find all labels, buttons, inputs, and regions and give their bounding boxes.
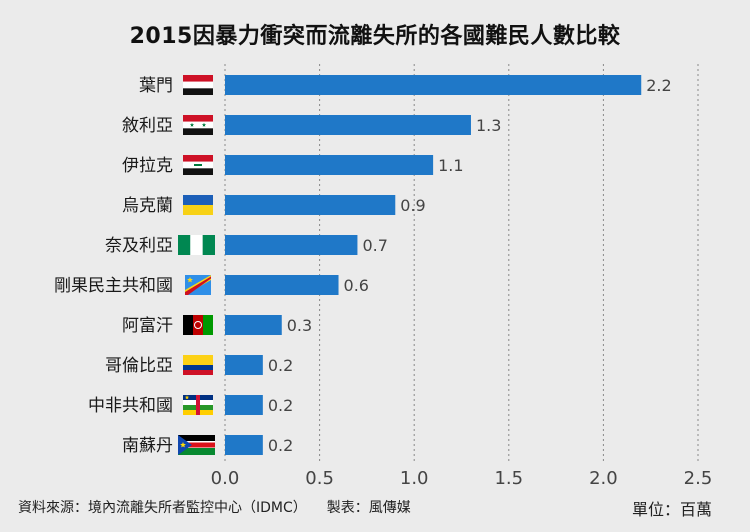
- south-sudan-flag-icon: [178, 435, 215, 455]
- data-label: 0.9: [400, 196, 425, 215]
- data-label: 0.2: [268, 356, 293, 375]
- category-label: 烏克蘭: [122, 196, 173, 216]
- data-label: 0.3: [287, 316, 312, 335]
- category-label: 伊拉克: [122, 156, 173, 176]
- footer-source: 資料來源：境內流離失所者監控中心（IDMC） 製表：風傳媒: [18, 497, 411, 517]
- x-tick-label: 0.5: [305, 468, 334, 489]
- car-flag-icon: [183, 395, 213, 415]
- afghanistan-flag-icon: [183, 315, 213, 335]
- x-axis: 0.0 0.5 1.0 1.5 2.0 2.5: [211, 468, 713, 489]
- x-tick-label: 1.0: [400, 468, 429, 489]
- labels: 2.2 葉門 1.3 敘利亞 1.1 伊拉克 0.9 烏克蘭 0.7 奈及利亞 0.6 剛果民主共和國…: [54, 76, 672, 456]
- data-label: 1.3: [476, 116, 501, 135]
- bar: [225, 75, 642, 95]
- x-tick-label: 1.5: [494, 468, 523, 489]
- bar: [225, 235, 358, 255]
- syria-flag-icon: [183, 115, 213, 135]
- x-tick-label: 2.5: [684, 468, 713, 489]
- category-label: 阿富汗: [122, 316, 173, 336]
- ukraine-flag-icon: [183, 195, 213, 215]
- bars: [225, 75, 642, 455]
- maker-text: 製表：風傳媒: [326, 500, 411, 516]
- x-tick-label: 2.0: [589, 468, 618, 489]
- bar: [225, 435, 263, 455]
- bar: [225, 275, 339, 295]
- bar: [225, 115, 471, 135]
- data-label: 0.7: [362, 236, 387, 255]
- category-label: 敘利亞: [122, 116, 173, 136]
- bar: [225, 315, 282, 335]
- source-text: 資料來源：境內流離失所者監控中心（IDMC）: [18, 500, 307, 516]
- unit-text: 單位：百萬: [631, 500, 712, 519]
- data-label: 0.2: [268, 396, 293, 415]
- iraq-flag-icon: [183, 155, 213, 175]
- data-label: 0.2: [268, 436, 293, 455]
- bar: [225, 395, 263, 415]
- yemen-flag-icon: [183, 75, 213, 95]
- data-label: 0.6: [344, 276, 369, 295]
- bar: [225, 355, 263, 375]
- category-label: 中非共和國: [88, 396, 173, 416]
- category-label: 南蘇丹: [122, 436, 173, 456]
- category-label: 葉門: [139, 76, 173, 96]
- category-label: 哥倫比亞: [105, 356, 173, 376]
- data-label: 1.1: [438, 156, 463, 175]
- category-label: 奈及利亞: [105, 236, 173, 256]
- x-tick-label: 0.0: [211, 468, 240, 489]
- category-label: 剛果民主共和國: [54, 276, 173, 296]
- flags: [178, 75, 215, 455]
- colombia-flag-icon: [183, 355, 213, 375]
- drc-flag-icon: [185, 275, 211, 295]
- bar: [225, 155, 434, 175]
- bar: [225, 195, 396, 215]
- chart-title: 2015因暴力衝突而流離失所的各國難民人數比較: [129, 24, 621, 49]
- nigeria-flag-icon: [178, 235, 215, 255]
- data-label: 2.2: [646, 76, 671, 95]
